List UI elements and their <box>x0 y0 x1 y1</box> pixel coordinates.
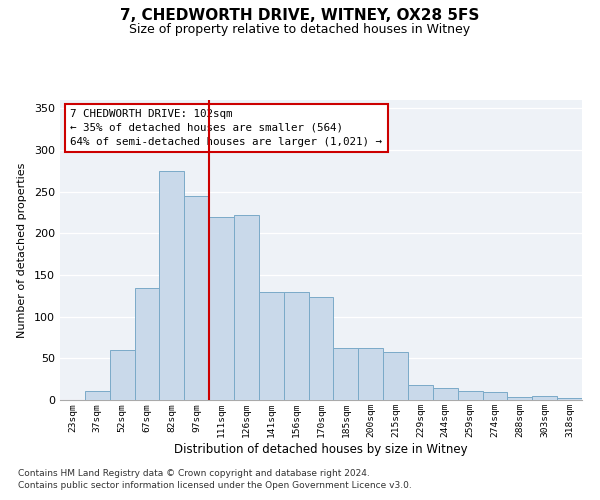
Bar <box>134 288 160 400</box>
Bar <box>557 398 582 400</box>
Bar <box>184 196 209 400</box>
Text: Contains public sector information licensed under the Open Government Licence v3: Contains public sector information licen… <box>18 481 412 490</box>
Bar <box>85 391 110 400</box>
Bar <box>508 396 532 400</box>
Bar <box>358 348 383 400</box>
Bar <box>408 385 433 400</box>
Bar <box>234 215 259 400</box>
Y-axis label: Number of detached properties: Number of detached properties <box>17 162 27 338</box>
Text: 7 CHEDWORTH DRIVE: 102sqm
← 35% of detached houses are smaller (564)
64% of semi: 7 CHEDWORTH DRIVE: 102sqm ← 35% of detac… <box>70 109 382 147</box>
Text: 7, CHEDWORTH DRIVE, WITNEY, OX28 5FS: 7, CHEDWORTH DRIVE, WITNEY, OX28 5FS <box>121 8 479 22</box>
Bar <box>284 292 308 400</box>
Text: Distribution of detached houses by size in Witney: Distribution of detached houses by size … <box>174 442 468 456</box>
Bar <box>209 216 234 400</box>
Bar <box>532 396 557 400</box>
Bar <box>160 171 184 400</box>
Text: Contains HM Land Registry data © Crown copyright and database right 2024.: Contains HM Land Registry data © Crown c… <box>18 468 370 477</box>
Bar <box>433 388 458 400</box>
Bar <box>458 391 482 400</box>
Bar <box>334 348 358 400</box>
Bar <box>259 292 284 400</box>
Bar <box>308 296 334 400</box>
Bar <box>383 352 408 400</box>
Bar <box>482 392 508 400</box>
Bar <box>110 350 134 400</box>
Text: Size of property relative to detached houses in Witney: Size of property relative to detached ho… <box>130 22 470 36</box>
